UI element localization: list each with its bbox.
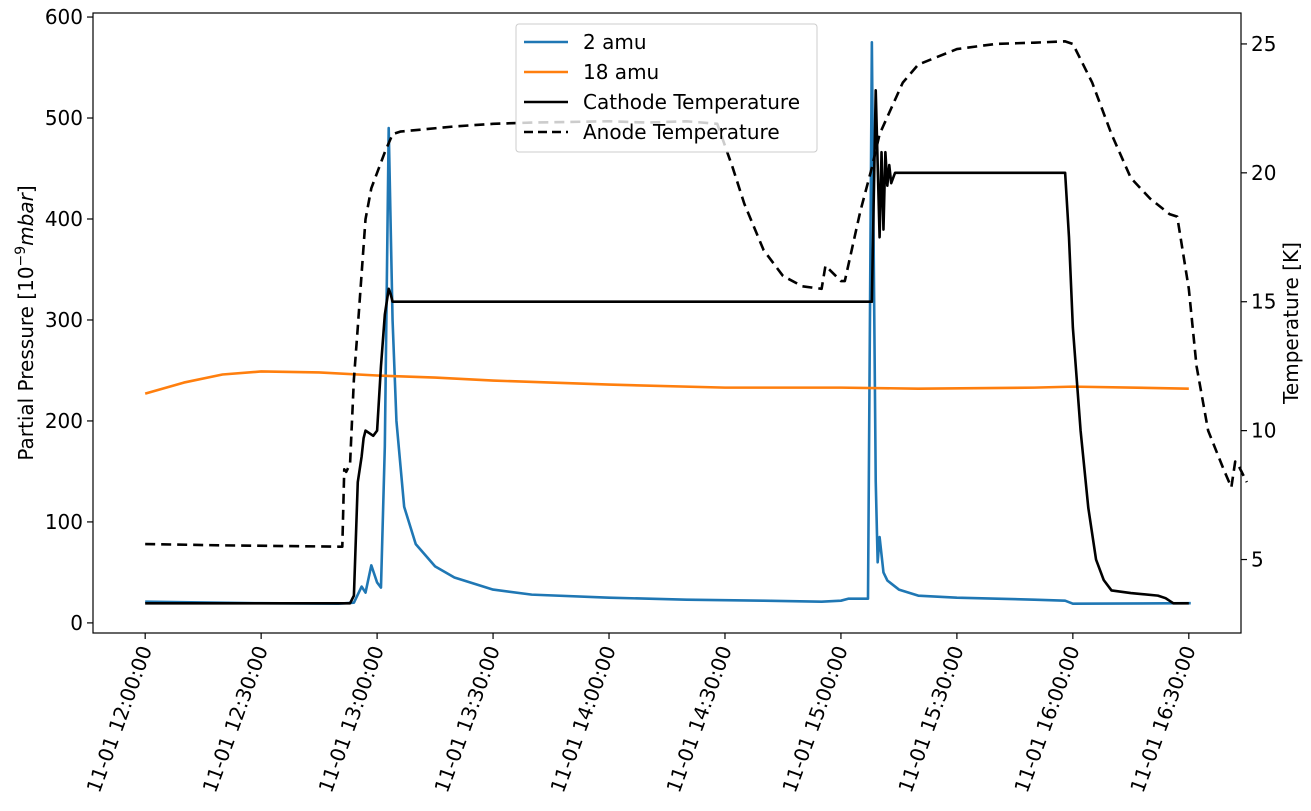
x-tick-label: 11-01 13:30:00 [429, 643, 504, 796]
x-tick-label: 11-01 15:00:00 [777, 643, 852, 796]
x-tick-label: 11-01 12:30:00 [198, 643, 273, 796]
legend-label-18amu: 18 amu [583, 60, 659, 84]
series-layer [144, 40, 1248, 606]
y-left-tick-label: 400 [45, 207, 83, 231]
y-left-tick-label: 500 [45, 106, 83, 130]
legend-label-anode: Anode Temperature [583, 120, 780, 144]
y-left-axis: 0 100 200 300 400 500 600 [45, 5, 93, 635]
y-right-tick-label: 15 [1251, 290, 1276, 314]
x-tick-label: 11-01 14:30:00 [661, 643, 736, 796]
series-line-cathode-temperature [145, 89, 1189, 605]
legend: 2 amu 18 amu Cathode Temperature Anode T… [515, 23, 818, 153]
legend-box [515, 23, 818, 153]
y-left-tick-label: 600 [45, 5, 83, 29]
x-tick-label: 11-01 16:30:00 [1125, 643, 1200, 796]
x-tick-label: 11-01 13:00:00 [313, 643, 388, 796]
y-right-tick-label: 20 [1251, 161, 1276, 185]
y-right-tick-label: 25 [1251, 32, 1276, 56]
x-tick-label: 11-01 16:00:00 [1009, 643, 1084, 796]
y-right-tick-label: 5 [1251, 548, 1264, 572]
series-line-anode-temperature [145, 40, 1248, 548]
legend-label-2amu: 2 amu [583, 30, 647, 54]
x-tick-label: 11-01 15:30:00 [893, 643, 968, 796]
y-right-axis: 5 10 15 20 25 [1241, 32, 1276, 572]
x-axis: 11-01 12:00:00 11-01 12:30:00 11-01 13:00:… [82, 633, 1201, 796]
x-tick-label: 11-01 14:00:00 [545, 643, 620, 796]
x-tick-label: 11-01 12:00:00 [82, 643, 157, 796]
legend-label-cathode: Cathode Temperature [583, 90, 800, 114]
y-left-axis-label: Partial Pressure [10−9mbar] [13, 185, 38, 460]
series-line-2amu [145, 40, 1191, 606]
y-left-tick-label: 200 [45, 409, 83, 433]
y-left-tick-label: 100 [45, 510, 83, 534]
series-line-18amu [144, 370, 1189, 395]
plot-frame [92, 12, 1242, 634]
y-left-tick-label: 0 [70, 611, 83, 635]
y-right-axis-label: Temperature [K] [1279, 242, 1303, 405]
y-right-tick-label: 10 [1251, 419, 1276, 443]
y-left-tick-label: 300 [45, 308, 83, 332]
